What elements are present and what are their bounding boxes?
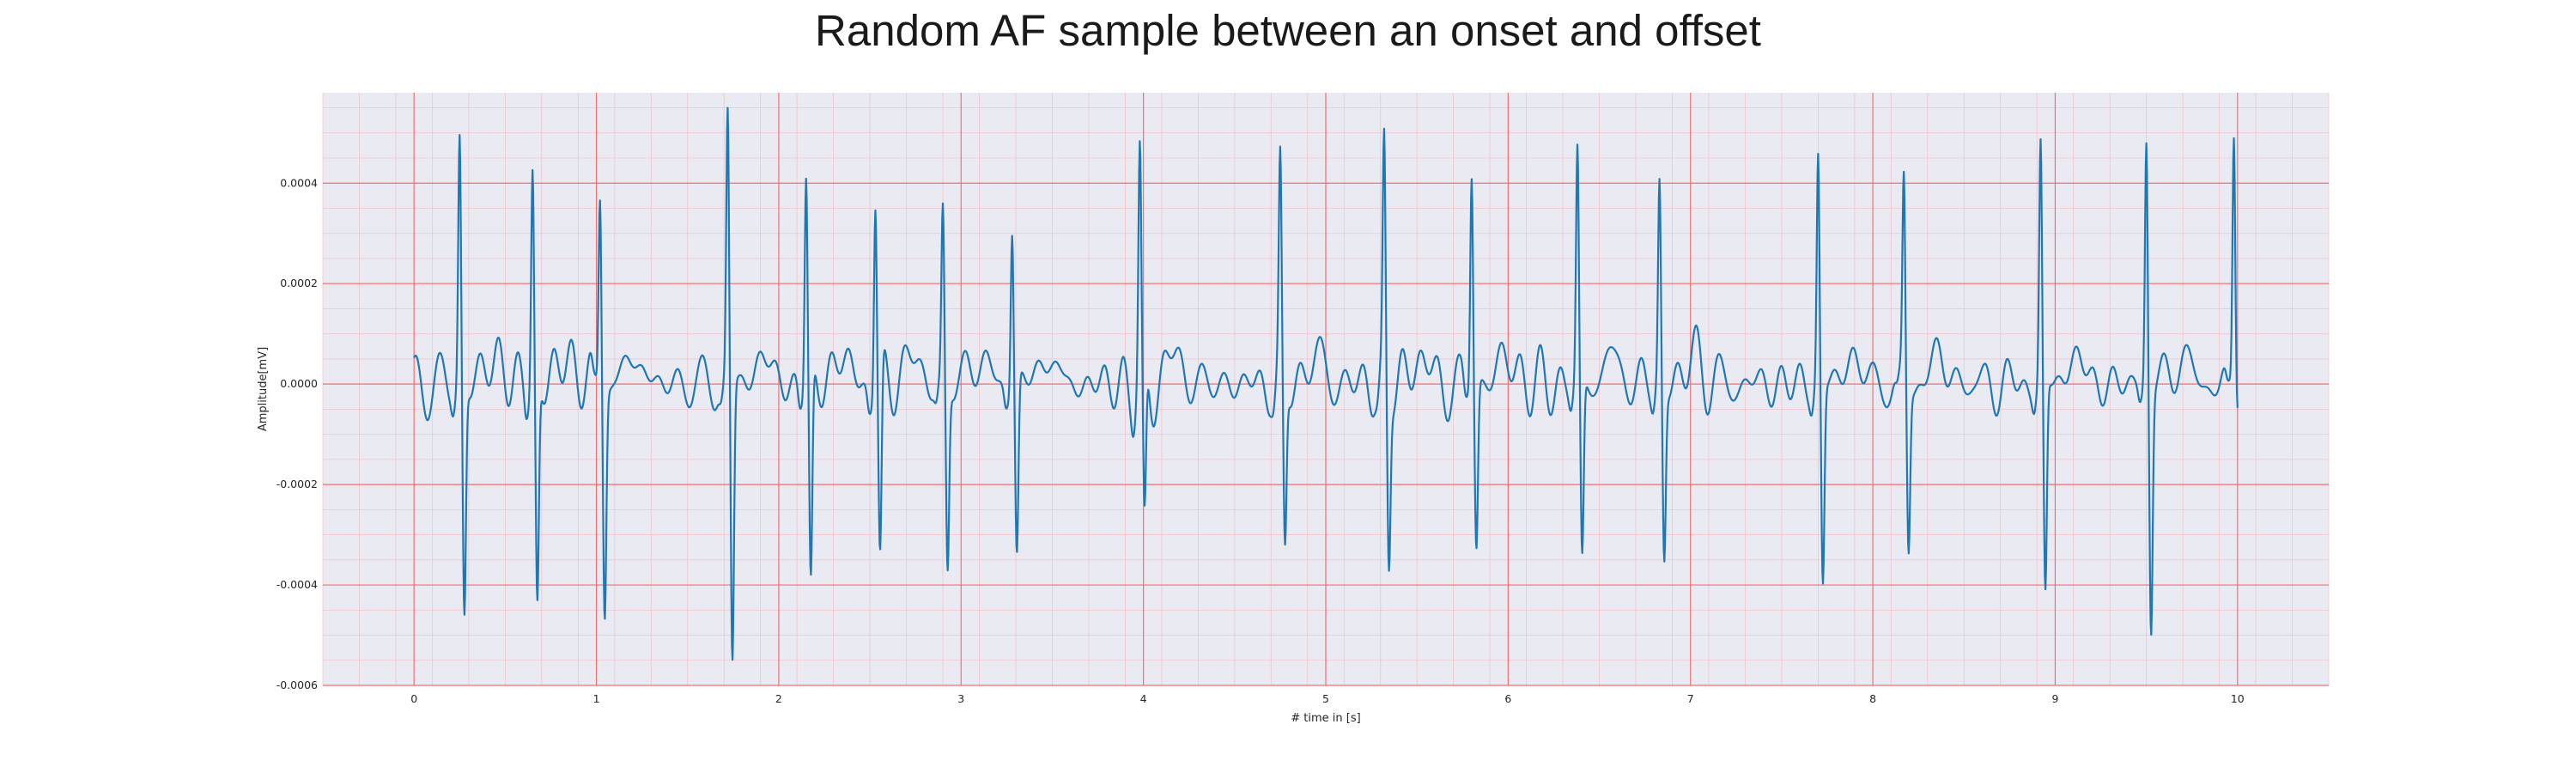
y-tick-label: 0.0004 [280, 176, 318, 189]
x-tick-label: 9 [2051, 692, 2058, 705]
x-tick-label: 7 [1687, 692, 1694, 705]
x-tick-label: 4 [1140, 692, 1147, 705]
x-axis-label: # time in [s] [1291, 712, 1360, 725]
chart-title: Random AF sample between an onset and of… [815, 6, 1761, 55]
y-axis-label: Amplitude[mV] [257, 347, 270, 431]
x-tick-label: 0 [410, 692, 417, 705]
y-tick-label: -0.0002 [276, 478, 318, 490]
y-tick-labels: -0.0006 -0.0004 -0.0002 0.0000 0.0002 0.0004 [276, 176, 318, 691]
x-tick-label: 8 [1869, 692, 1876, 705]
ecg-signal-line [413, 107, 2239, 661]
y-tick-label: -0.0004 [276, 578, 318, 591]
x-tick-label: 3 [957, 692, 964, 705]
x-tick-label: 2 [775, 692, 782, 705]
y-tick-label: 0.0002 [280, 277, 318, 289]
x-tick-label: 6 [1504, 692, 1511, 705]
x-tick-label: 10 [2231, 692, 2245, 705]
major-grid [323, 93, 2329, 686]
x-tick-label: 1 [593, 692, 600, 705]
y-tick-label: -0.0006 [276, 679, 318, 691]
x-tick-label: 5 [1322, 692, 1329, 705]
x-tick-labels: 0 1 2 3 4 5 6 7 8 9 10 [410, 692, 2245, 705]
y-tick-label: 0.0000 [280, 377, 318, 390]
